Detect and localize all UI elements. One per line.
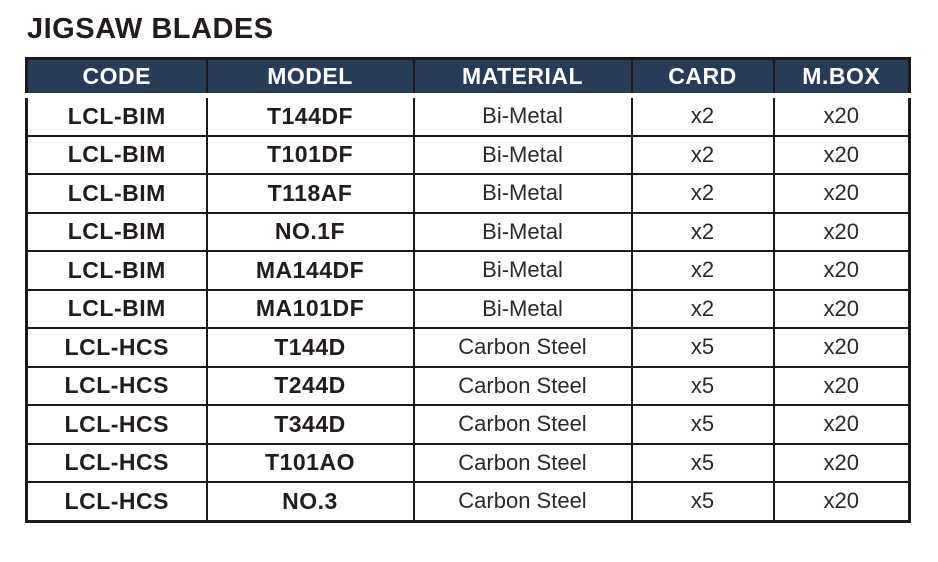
cell-mbox: x20 <box>772 173 911 214</box>
column-header-mbox: M.BOX <box>772 57 911 98</box>
cell-material: Carbon Steel <box>412 327 633 368</box>
cell-code: LCL-BIM <box>25 288 208 329</box>
cell-card: x5 <box>630 481 775 522</box>
cell-code: LCL-HCS <box>25 442 208 483</box>
cell-model: T101DF <box>205 134 415 175</box>
cell-card: x5 <box>630 442 775 483</box>
table-row: LCL-HCS T144D Carbon Steel x5 x20 <box>25 327 911 368</box>
cell-material: Bi-Metal <box>412 211 633 252</box>
table-row: LCL-HCS T101AO Carbon Steel x5 x20 <box>25 442 911 483</box>
cell-code: LCL-HCS <box>25 481 208 522</box>
cell-model: T101AO <box>205 442 415 483</box>
cell-material: Bi-Metal <box>412 134 633 175</box>
column-header-card: CARD <box>630 57 775 98</box>
cell-code: LCL-BIM <box>25 173 208 214</box>
cell-code: LCL-BIM <box>25 94 208 137</box>
cell-material: Bi-Metal <box>412 288 633 329</box>
cell-card: x2 <box>630 250 775 291</box>
cell-code: LCL-BIM <box>25 211 208 252</box>
cell-card: x2 <box>630 94 775 137</box>
cell-card: x2 <box>630 134 775 175</box>
cell-code: LCL-BIM <box>25 134 208 175</box>
table-row: LCL-BIM T118AF Bi-Metal x2 x20 <box>25 173 911 214</box>
table-row: LCL-HCS NO.3 Carbon Steel x5 x20 <box>25 481 911 522</box>
cell-card: x2 <box>630 288 775 329</box>
cell-card: x5 <box>630 365 775 406</box>
cell-model: T118AF <box>205 173 415 214</box>
cell-material: Bi-Metal <box>412 250 633 291</box>
cell-material: Bi-Metal <box>412 173 633 214</box>
cell-card: x5 <box>630 404 775 445</box>
table-row: LCL-BIM NO.1F Bi-Metal x2 x20 <box>25 211 911 252</box>
cell-material: Bi-Metal <box>412 94 633 137</box>
cell-card: x2 <box>630 173 775 214</box>
cell-model: T344D <box>205 404 415 445</box>
cell-model: T144DF <box>205 94 415 137</box>
cell-material: Carbon Steel <box>412 404 633 445</box>
column-header-code: CODE <box>25 57 208 98</box>
cell-mbox: x20 <box>772 94 911 137</box>
cell-mbox: x20 <box>772 134 911 175</box>
cell-model: MA101DF <box>205 288 415 329</box>
table-row: LCL-BIM MA144DF Bi-Metal x2 x20 <box>25 250 911 291</box>
cell-card: x2 <box>630 211 775 252</box>
cell-mbox: x20 <box>772 211 911 252</box>
cell-mbox: x20 <box>772 288 911 329</box>
cell-model: MA144DF <box>205 250 415 291</box>
jigsaw-blades-table: CODE MODEL MATERIAL CARD M.BOX LCL-BIM T… <box>25 57 911 523</box>
cell-model: NO.1F <box>205 211 415 252</box>
column-header-material: MATERIAL <box>412 57 633 98</box>
cell-model: T144D <box>205 327 415 368</box>
cell-mbox: x20 <box>772 365 911 406</box>
table-row: LCL-HCS T244D Carbon Steel x5 x20 <box>25 365 911 406</box>
cell-mbox: x20 <box>772 404 911 445</box>
cell-code: LCL-BIM <box>25 250 208 291</box>
table-row: LCL-BIM T101DF Bi-Metal x2 x20 <box>25 134 911 175</box>
cell-material: Carbon Steel <box>412 365 633 406</box>
cell-card: x5 <box>630 327 775 368</box>
cell-mbox: x20 <box>772 442 911 483</box>
cell-code: LCL-HCS <box>25 327 208 368</box>
cell-material: Carbon Steel <box>412 481 633 522</box>
cell-code: LCL-HCS <box>25 365 208 406</box>
page-title: JIGSAW BLADES <box>27 13 274 45</box>
cell-model: T244D <box>205 365 415 406</box>
table-row: LCL-BIM MA101DF Bi-Metal x2 x20 <box>25 288 911 329</box>
column-header-model: MODEL <box>205 57 415 98</box>
cell-code: LCL-HCS <box>25 404 208 445</box>
cell-mbox: x20 <box>772 327 911 368</box>
table-row: LCL-BIM T144DF Bi-Metal x2 x20 <box>25 94 911 137</box>
table-row: LCL-HCS T344D Carbon Steel x5 x20 <box>25 404 911 445</box>
cell-material: Carbon Steel <box>412 442 633 483</box>
header-row: CODE MODEL MATERIAL CARD M.BOX <box>25 57 911 98</box>
cell-mbox: x20 <box>772 250 911 291</box>
cell-mbox: x20 <box>772 481 911 522</box>
cell-model: NO.3 <box>205 481 415 522</box>
